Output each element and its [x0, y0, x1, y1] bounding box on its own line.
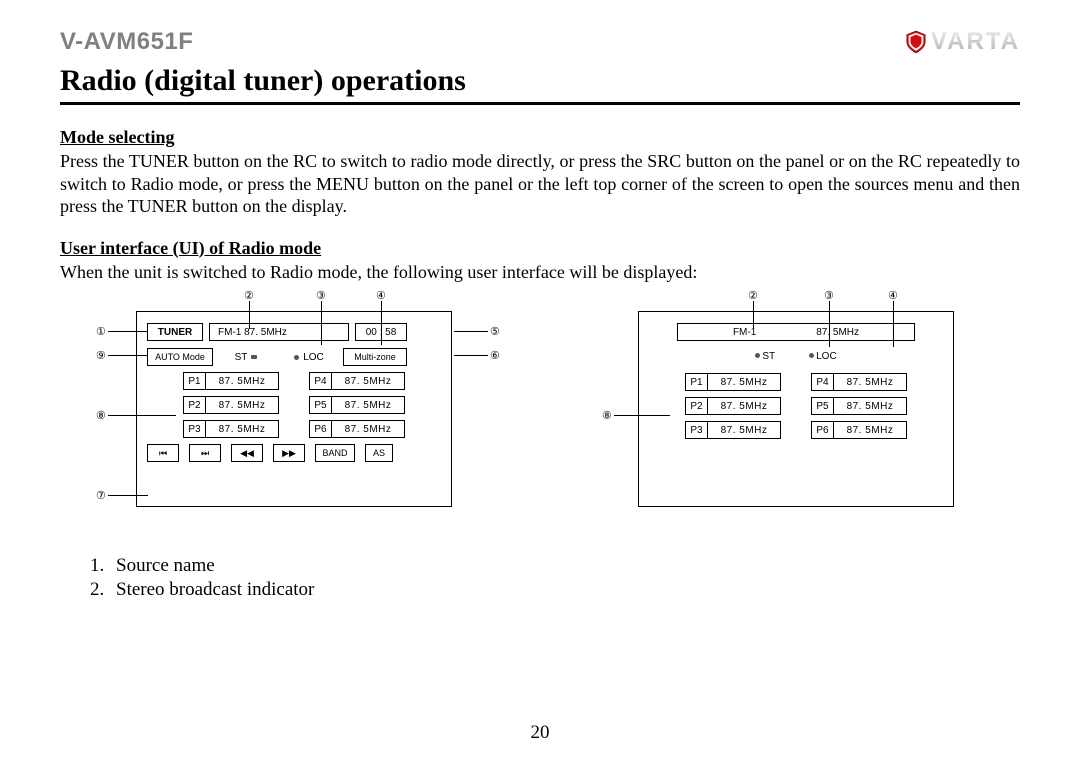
- diagram-left: ② ③ ④ ① ⑨ ⑧ ⑦ ⑤ ⑥ TUNER FM-1 87. 5MHz 00…: [92, 289, 512, 529]
- section-ui-head: User interface (UI) of Radio mode: [60, 238, 1020, 259]
- preset-p3-b: P387. 5MHz: [685, 421, 781, 439]
- section-ui-body: When the unit is switched to Radio mode,…: [60, 261, 1020, 284]
- preset-p1-b: P187. 5MHz: [685, 373, 781, 391]
- callout-9-icon: ⑨: [96, 349, 106, 362]
- callout-5-icon: ⑤: [490, 325, 500, 338]
- clock-display: 00 : 58: [355, 323, 407, 341]
- multizone-label: Multi-zone: [343, 348, 407, 366]
- preset-p4: P487. 5MHz: [309, 372, 405, 390]
- next-track-button: ⏭: [189, 444, 221, 462]
- callout-1-icon: ①: [96, 325, 106, 338]
- stereo-indicator-b: ST: [755, 351, 775, 362]
- rewind-button: ◀◀: [231, 444, 263, 462]
- preset-p5-b: P587. 5MHz: [811, 397, 907, 415]
- title-divider: [60, 102, 1020, 105]
- current-frequency: FM-1 87. 5MHz: [209, 323, 349, 341]
- loc-indicator: LOC: [281, 352, 337, 363]
- callout-7-icon: ⑦: [96, 489, 106, 502]
- tuner-source-label: TUNER: [147, 323, 203, 341]
- prev-track-button: ⏮: [147, 444, 179, 462]
- shield-icon: [905, 30, 927, 54]
- as-button: AS: [365, 444, 393, 462]
- callout-8-icon: ⑧: [96, 409, 106, 422]
- section-mode-selecting-head: Mode selecting: [60, 127, 1020, 148]
- current-frequency-b: FM-1 87. 5MHz: [677, 323, 915, 341]
- brand-text: VARTA: [931, 28, 1020, 56]
- loc-indicator-b: LOC: [809, 351, 837, 362]
- model-number: V-AVM651F: [60, 28, 193, 56]
- preset-p3: P387. 5MHz: [183, 420, 279, 438]
- forward-button: ▶▶: [273, 444, 305, 462]
- legend-list: 1.Source name 2.Stereo broadcast indicat…: [90, 555, 1020, 601]
- page-number: 20: [0, 722, 1080, 744]
- section-mode-selecting-body: Press the TUNER button on the RC to swit…: [60, 150, 1020, 218]
- preset-p5: P587. 5MHz: [309, 396, 405, 414]
- brand-logo: VARTA: [905, 28, 1020, 56]
- legend-item-2: 2.Stereo broadcast indicator: [90, 579, 1020, 601]
- stereo-indicator: ST: [219, 352, 275, 363]
- callout-6-icon: ⑥: [490, 349, 500, 362]
- legend-item-1: 1.Source name: [90, 555, 1020, 577]
- band-button: BAND: [315, 444, 355, 462]
- preset-p6-b: P687. 5MHz: [811, 421, 907, 439]
- preset-p6: P687. 5MHz: [309, 420, 405, 438]
- preset-p2-b: P287. 5MHz: [685, 397, 781, 415]
- preset-p2: P287. 5MHz: [183, 396, 279, 414]
- preset-p4-b: P487. 5MHz: [811, 373, 907, 391]
- diagram-right: ② ③ ④ ⑧ FM-1 87. 5MHz ST LOC P187. 5MHz …: [598, 289, 988, 529]
- page-title: Radio (digital tuner) operations: [60, 64, 1020, 98]
- auto-mode-label: AUTO Mode: [147, 348, 213, 366]
- preset-p1: P187. 5MHz: [183, 372, 279, 390]
- callout-8b-icon: ⑧: [602, 409, 612, 422]
